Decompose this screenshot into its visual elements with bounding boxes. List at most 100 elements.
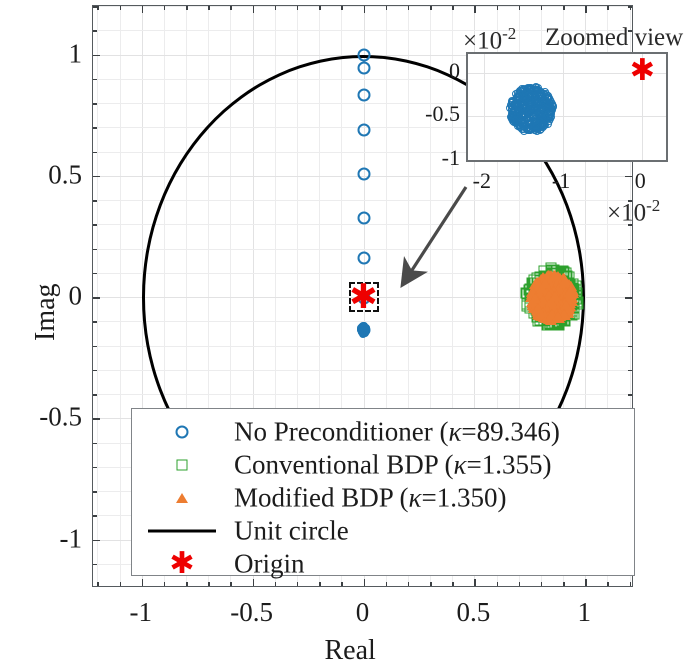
x-axis-tick [252, 579, 255, 586]
y-axis-tick-right [628, 369, 632, 372]
y-axis-tick-right [625, 175, 632, 178]
x-axis-title: Real [324, 635, 376, 662]
x-axis-tick-top [407, 6, 410, 10]
x-axis-tick [407, 582, 410, 586]
y-axis-tick [93, 200, 97, 202]
inset-title: Zoomed view [545, 24, 684, 51]
y-axis-tick [93, 563, 97, 566]
inset-grid-line-vertical [642, 54, 644, 160]
y-axis-tick [93, 369, 97, 372]
y-tick-label: 1 [68, 38, 83, 68]
y-axis-tick [93, 418, 100, 420]
inset-y-tick-label: -0.5 [425, 101, 460, 127]
legend-item-label: Modified BDP (κ=1.350) [234, 482, 507, 512]
legend-item-label: Unit circle [234, 515, 349, 545]
y-axis-tick-right [628, 394, 632, 396]
y-axis-tick [93, 6, 97, 8]
y-axis-tick [93, 491, 97, 493]
y-axis-tick [93, 248, 97, 250]
grid-line-vertical [119, 6, 121, 586]
x-axis-tick [629, 582, 632, 586]
x-axis-tick-top [363, 6, 365, 13]
x-axis-tick-top [252, 6, 255, 13]
x-axis-tick-top [430, 6, 432, 10]
legend-item[interactable]: Modified BDP (κ=1.350) [132, 481, 634, 514]
y-axis-tick-right [628, 30, 632, 32]
y-axis-tick [93, 321, 97, 323]
grid-line-horizontal [93, 6, 632, 7]
triangle-marker-icon [176, 492, 188, 503]
x-tick-label: -1 [129, 597, 153, 627]
y-tick-label: 0.5 [48, 159, 82, 190]
x-axis-tick [208, 582, 210, 586]
x-axis-tick [540, 582, 543, 586]
y-axis-tick-right [628, 345, 632, 347]
x-axis-tick [230, 582, 232, 586]
x-axis-tick-top [230, 6, 232, 10]
x-axis-tick [385, 582, 388, 586]
x-axis-tick [163, 582, 166, 586]
inset-grid-line-horizontal [468, 73, 666, 75]
legend-item[interactable]: No Preconditioner (κ=89.346) [132, 415, 634, 448]
x-axis-tick-top [341, 6, 343, 10]
y-axis-tick [93, 297, 100, 299]
x-axis-tick [496, 582, 499, 586]
inset-x-tick-label: -2 [472, 168, 491, 193]
x-axis-tick [119, 582, 122, 586]
inset-grid-line-horizontal [468, 116, 666, 118]
x-axis-tick-top [274, 6, 277, 10]
x-axis-tick-top [518, 6, 521, 10]
x-axis-tick [319, 582, 321, 586]
x-tick-label: 0.5 [456, 597, 491, 627]
x-axis-tick-top [540, 6, 543, 10]
circle-marker-icon [175, 425, 189, 438]
grid-line-horizontal [93, 30, 632, 32]
legend[interactable]: No Preconditioner (κ=89.346) Conventional… [131, 408, 635, 578]
y-axis-tick [93, 345, 97, 347]
legend-item-label: No Preconditioner (κ=89.346) [234, 416, 560, 446]
x-axis-tick [363, 579, 365, 586]
x-axis-tick [186, 582, 188, 586]
x-axis-tick [274, 582, 277, 586]
y-axis-tick [93, 466, 97, 469]
grid-line-vertical [97, 6, 99, 586]
x-axis-tick [607, 582, 609, 586]
y-axis-tick [93, 175, 100, 178]
legend-item[interactable]: Unit circle [132, 514, 634, 547]
x-axis-tick-top [629, 6, 632, 10]
y-axis-tick-right [628, 248, 632, 250]
inset-y-multiplier: ×10-2 [463, 24, 517, 55]
y-axis-tick-right [628, 321, 632, 323]
x-axis-tick-top [208, 6, 210, 10]
legend-item[interactable]: ✱ Origin [169, 545, 305, 581]
y-axis-tick [93, 442, 97, 444]
y-axis-tick [93, 54, 100, 56]
zoom-region-box [348, 282, 379, 312]
x-axis-tick [430, 582, 432, 586]
x-axis-tick [97, 582, 99, 586]
y-axis-tick-right [628, 224, 632, 226]
y-axis-tick [93, 515, 97, 517]
legend-item[interactable]: Conventional BDP (κ=1.355) [132, 448, 634, 481]
y-axis-tick [93, 30, 97, 32]
x-axis-tick-top [474, 6, 476, 13]
x-axis-tick-top [319, 6, 321, 10]
y-axis-tick [93, 151, 97, 153]
unit-circle-line-swatch [148, 529, 216, 532]
grid-line-vertical [629, 6, 631, 586]
x-tick-label: 1 [577, 597, 591, 627]
inset-x-multiplier: ×10-2 [607, 196, 661, 227]
x-axis-tick-top [452, 6, 454, 10]
x-tick-label: 0 [355, 597, 370, 627]
legend-item-label: Origin [234, 548, 305, 578]
x-axis-tick [563, 582, 565, 586]
y-axis-tick [93, 394, 97, 396]
square-marker-icon [176, 459, 188, 470]
y-axis-tick-right [628, 272, 632, 275]
x-axis-tick [585, 579, 587, 586]
x-axis-tick-top [496, 6, 499, 10]
x-axis-tick [474, 579, 476, 586]
x-axis-tick-top [97, 6, 99, 10]
y-axis-tick-right [625, 297, 632, 299]
